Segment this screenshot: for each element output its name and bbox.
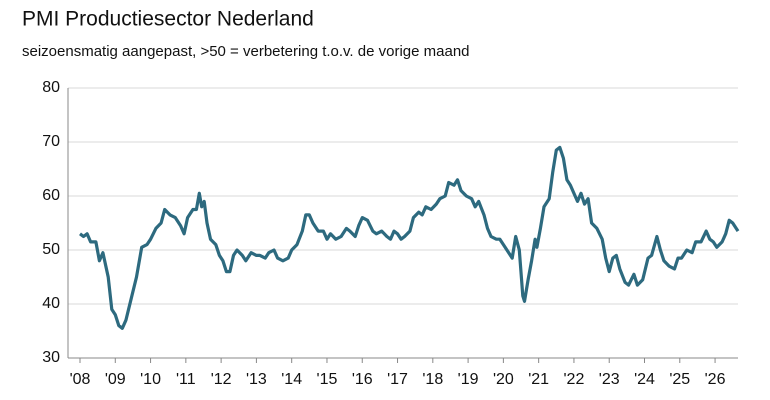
x-tick-label: '17 — [387, 371, 408, 388]
y-tick-label: 30 — [42, 349, 60, 366]
x-tick-label: '16 — [352, 371, 373, 388]
x-tick-label: '08 — [70, 371, 91, 388]
y-tick-label: 50 — [42, 241, 60, 258]
x-tick-label: '23 — [599, 371, 620, 388]
x-tick-label: '11 — [176, 371, 196, 388]
x-tick-label: '13 — [246, 371, 267, 388]
y-tick-label: 80 — [42, 79, 60, 96]
x-tick-label: '09 — [105, 371, 126, 388]
x-tick-label: '24 — [634, 371, 655, 388]
x-tick-label: '14 — [281, 371, 302, 388]
x-tick-label: '19 — [458, 371, 479, 388]
x-tick-label: '12 — [211, 371, 232, 388]
y-tick-label: 40 — [42, 295, 60, 312]
chart-subtitle: seizoensmatig aangepast, >50 = verbeteri… — [22, 43, 470, 60]
x-tick-label: '18 — [422, 371, 443, 388]
x-tick-label: '25 — [669, 371, 690, 388]
y-tick-label: 60 — [42, 187, 60, 204]
x-tick-label: '26 — [705, 371, 726, 388]
chart-title: PMI Productiesector Nederland — [22, 8, 314, 31]
y-tick-label: 70 — [42, 133, 60, 150]
x-tick-label: '22 — [564, 371, 585, 388]
x-tick-label: '20 — [493, 371, 514, 388]
x-tick-label: '21 — [528, 371, 549, 388]
series-line — [79, 145, 740, 330]
x-tick-label: '15 — [317, 371, 338, 388]
x-tick-label: '10 — [140, 371, 161, 388]
